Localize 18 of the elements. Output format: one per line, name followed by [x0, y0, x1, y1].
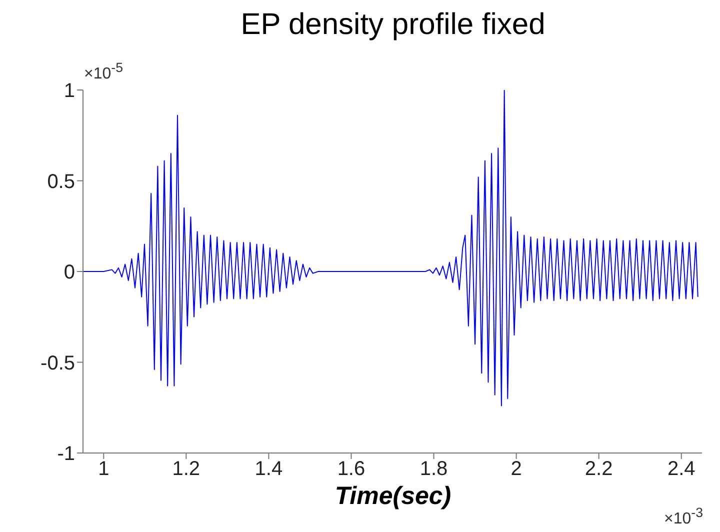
text: ×10$^{-5}$ [84, 60, 123, 84]
y-tick-label: 0 [64, 262, 75, 284]
x-tick-label: 2.4 [667, 458, 696, 480]
x-tick-label: 1.6 [337, 458, 366, 480]
x-axis-title: Time(sec) [334, 482, 452, 510]
line-series [83, 90, 698, 406]
x-tick-label: 1 [98, 458, 110, 480]
x-tick-label: 2.2 [584, 458, 613, 480]
y-tick-label: 1 [64, 80, 75, 102]
y-tick-label: -0.5 [40, 352, 75, 374]
y-tick-label: 0.5 [47, 170, 75, 193]
text: ×10$^{-3}$ [664, 505, 703, 528]
y-tick-label: -1 [57, 443, 75, 466]
x-tick-label: 1.4 [254, 458, 283, 480]
x-tick-label: 2 [510, 458, 522, 480]
x-tick-label: 1.8 [420, 458, 448, 480]
x-tick-label: 1.2 [172, 458, 200, 480]
chart-title: EP density profile fixed [240, 8, 546, 42]
